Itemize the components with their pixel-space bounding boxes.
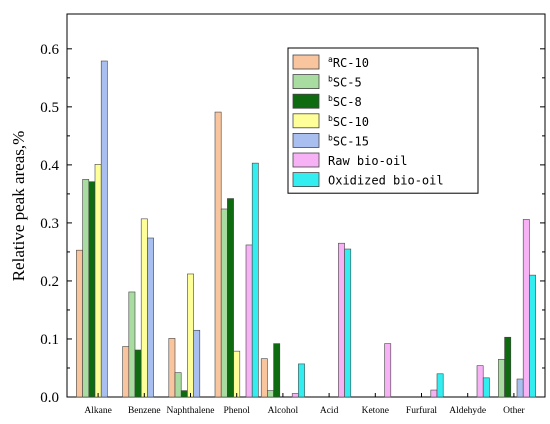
bars-group	[76, 60, 536, 398]
legend-series-name: SC-15	[333, 134, 369, 148]
y-tick-label: 0.3	[40, 216, 59, 232]
y-tick-label: 0.5	[40, 100, 59, 116]
legend-box	[287, 47, 479, 194]
legend-superscript: b	[328, 133, 333, 142]
bar-acid-series-7	[344, 248, 352, 398]
bar-other-series-7	[529, 274, 536, 398]
legend-series-name: RC-10	[333, 56, 369, 70]
legend-series-name: SC-8	[333, 95, 362, 109]
x-tick-label-naphthalene: Naphthalene	[166, 406, 214, 416]
bar-phenol-series-7	[251, 162, 259, 398]
y-tick-label: 0.2	[40, 274, 59, 290]
x-tick-label-alcohol: Alcohol	[268, 406, 299, 416]
y-tick-label: 0.4	[40, 158, 59, 174]
legend-label-5: bSC-15	[328, 133, 369, 148]
x-tick-label-phenol: Phenol	[224, 406, 251, 416]
bar-phenol-series-1	[214, 111, 222, 398]
legend-superscript: b	[328, 114, 333, 123]
legend-series-name: Raw bio-oil	[328, 154, 407, 168]
bar-other-series-2	[498, 358, 505, 398]
bar-phenol-series-3	[227, 198, 234, 398]
bar-other-series-6	[522, 219, 530, 398]
bar-aldehyde-series-6	[476, 365, 484, 398]
bar-alcohol-series-3	[273, 343, 281, 398]
x-tick-label-alkane: Alkane	[84, 406, 111, 416]
legend-swatch-1	[292, 54, 320, 70]
legend-label-7: Oxidized bio-oil	[328, 174, 444, 188]
x-tick-label-furfural: Furfural	[406, 405, 437, 416]
bar-alkane-series-2	[82, 179, 90, 398]
legend-label-4: bSC-10	[328, 114, 369, 129]
bar-aldehyde-series-7	[482, 377, 490, 398]
x-tick-label-acid: Acid	[320, 406, 339, 416]
y-tick-label: 0.0	[40, 390, 59, 406]
legend-swatch-6	[292, 152, 320, 168]
bar-alcohol-series-1	[260, 358, 268, 398]
bar-ketone-series-6	[384, 343, 392, 398]
legend-label-1: aRC-10	[328, 55, 369, 70]
bar-other-series-5	[516, 378, 524, 398]
bar-naphthalene-series-2	[174, 372, 182, 398]
x-tick-label-aldehyde: Aldehyde	[449, 406, 486, 416]
legend-swatch-5	[292, 132, 320, 148]
bar-other-series-3	[504, 336, 512, 398]
bar-naphthalene-series-5	[193, 329, 201, 398]
plot-frame	[66, 13, 546, 398]
legend-swatch-4	[292, 113, 320, 129]
legend-series-name: Oxidized bio-oil	[328, 174, 444, 188]
legend-swatch-3	[292, 93, 320, 109]
x-tick-label-benzene: Benzene	[128, 406, 161, 416]
legend-superscript: a	[328, 55, 333, 64]
y-axis-title: Relative peak areas,%	[9, 131, 28, 282]
bar-acid-series-6	[338, 242, 345, 398]
legend-series-name: SC-5	[333, 76, 362, 90]
bar-furfural-series-7	[436, 373, 444, 398]
legend-label-3: bSC-8	[328, 94, 362, 109]
legend-label-2: bSC-5	[328, 75, 362, 90]
x-tick-label-other: Other	[503, 406, 525, 416]
legend-swatch-2	[292, 74, 320, 89]
bar-phenol-series-4	[233, 350, 241, 398]
bar-alkane-series-3	[88, 181, 96, 398]
y-axis: 0.0 0.1 0.2 0.3 0.4 0.5 0.6	[40, 42, 545, 406]
bar-naphthalene-series-3	[180, 390, 188, 398]
y-tick-label: 0.1	[40, 332, 59, 348]
bar-phenol-series-6	[245, 244, 253, 398]
bar-phenol-series-2	[220, 208, 228, 398]
legend-superscript: b	[328, 75, 333, 84]
bar-benzene-series-2	[128, 291, 136, 398]
bar-naphthalene-series-4	[187, 273, 194, 398]
legend-swatch-7	[292, 172, 320, 188]
bar-benzene-series-1	[122, 346, 130, 398]
bar-alkane-series-5	[100, 60, 108, 398]
legend-series-name: SC-10	[333, 115, 369, 129]
bar-alkane-series-1	[76, 249, 83, 398]
bar-alcohol-series-6	[291, 393, 299, 398]
y-tick-label: 0.6	[40, 42, 59, 58]
bar-alcohol-series-2	[267, 390, 274, 398]
x-tick-label-ketone: Ketone	[362, 406, 389, 416]
bar-naphthalene-series-1	[168, 338, 176, 398]
bar-benzene-series-4	[140, 218, 148, 398]
bar-alkane-series-4	[94, 163, 102, 398]
legend-label-6: Raw bio-oil	[328, 154, 407, 168]
legend-superscript: b	[328, 94, 333, 103]
bar-furfural-series-6	[430, 389, 438, 398]
bar-benzene-series-5	[147, 237, 154, 398]
x-axis: Alkane Benzene Naphthalene Phenol Alcohol Aci…	[84, 393, 526, 416]
bar-alcohol-series-7	[298, 363, 305, 398]
bar-benzene-series-3	[134, 349, 142, 398]
